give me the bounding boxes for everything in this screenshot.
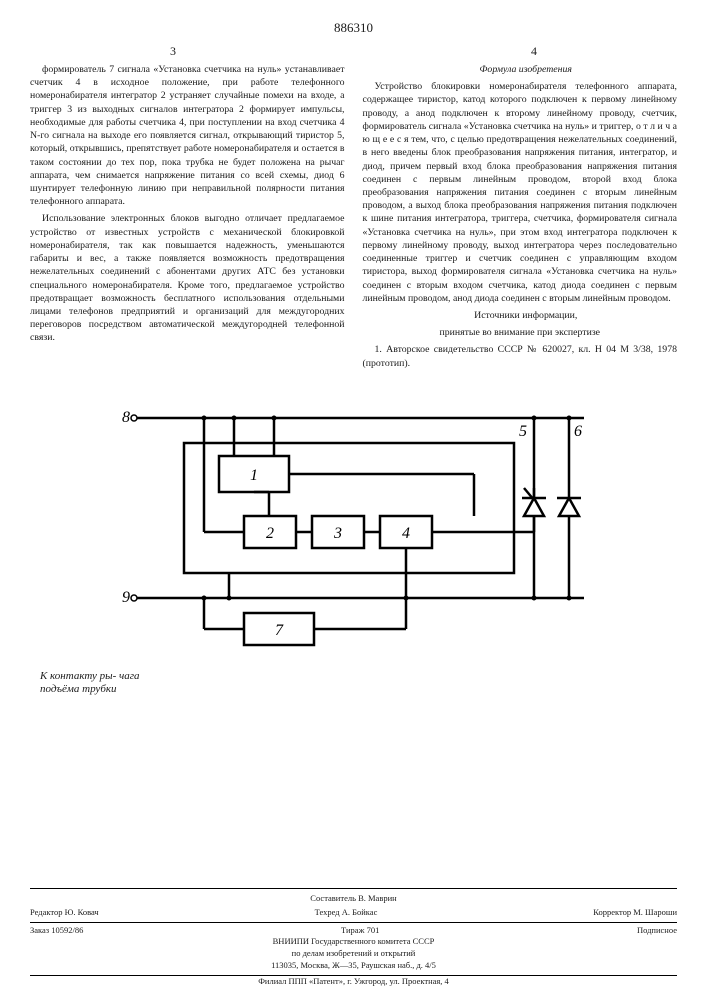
svg-text:3: 3 [333, 525, 342, 542]
svg-text:2: 2 [266, 525, 274, 542]
circuit-diagram: 8 9 1 2 3 4 7 5 6 [114, 388, 594, 648]
footer-addr: 113035, Москва, Ж—35, Раушская наб., д. … [30, 960, 677, 972]
left-p2: Использование электронных блоков выгодно… [30, 212, 345, 344]
footer-sub: Подписное [637, 925, 677, 937]
formula-title: Формула изобретения [363, 63, 678, 76]
footer-org1: ВНИИПИ Государственного комитета СССР [30, 936, 677, 948]
page-left: 3 [170, 44, 176, 59]
footer-composer: Составитель В. Маврин [30, 893, 677, 905]
footer-editor: Редактор Ю. Ковач [30, 907, 99, 919]
page-right: 4 [531, 44, 537, 59]
svg-text:5: 5 [519, 423, 527, 440]
page-numbers: 3 4 [30, 44, 677, 59]
svg-text:1: 1 [250, 467, 258, 484]
svg-text:8: 8 [122, 409, 130, 426]
source-1: 1. Авторское свидетельство СССР № 620027… [363, 343, 678, 369]
footer-tech: Техред А. Бойкас [315, 907, 378, 919]
circuit-annotation: К контакту ры- чага подъёма трубки [40, 670, 150, 696]
footer: Составитель В. Маврин Редактор Ю. Ковач … [30, 888, 677, 988]
svg-text:4: 4 [402, 525, 410, 542]
left-p1: формирователь 7 сигнала «Установка счетч… [30, 63, 345, 208]
sources-sub: принятые во внимание при экспертизе [363, 326, 678, 339]
footer-branch: Филиал ППП «Патент», г. Ужгород, ул. Про… [30, 976, 677, 988]
right-column: Формула изобретения Устройство блокировк… [363, 63, 678, 374]
sources-title: Источники информации, [363, 309, 678, 322]
left-column: формирователь 7 сигнала «Установка счетч… [30, 63, 345, 374]
text-columns: формирователь 7 сигнала «Установка счетч… [30, 63, 677, 374]
footer-tirazh: Тираж 701 [341, 925, 379, 937]
footer-org2: по делам изобретений и открытий [30, 948, 677, 960]
svg-text:6: 6 [574, 423, 582, 440]
right-p1: Устройство блокировки номеронабирателя т… [363, 80, 678, 305]
svg-text:7: 7 [275, 622, 284, 639]
svg-text:9: 9 [122, 589, 130, 606]
footer-corrector: Корректор М. Шароши [593, 907, 677, 919]
patent-number: 886310 [30, 20, 677, 36]
footer-order: Заказ 10592/86 [30, 925, 83, 937]
